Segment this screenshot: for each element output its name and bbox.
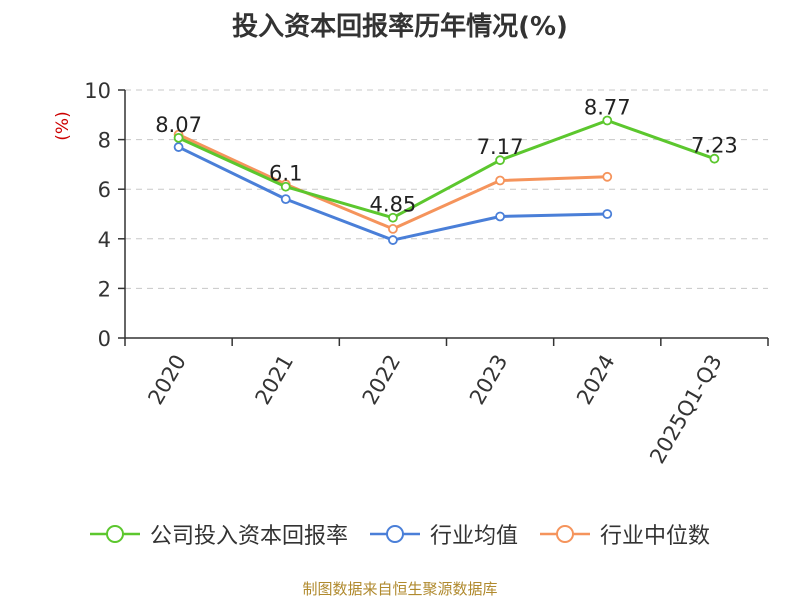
data-point [602,115,613,126]
series-line-0 [177,119,715,220]
legend-marker [105,525,124,543]
x-tick-label: 2022 [358,351,406,409]
legend-swatch-company [89,525,140,543]
x-tick-label: 2020 [143,351,191,409]
data-point [280,181,291,192]
data-point [173,142,184,152]
legend-label-industry-median: 行业中位数 [600,524,711,549]
data-label: 8.77 [584,96,631,120]
axes [118,89,769,346]
data-point [388,212,398,223]
legend-item-company[interactable]: 公司投入资本回报率 [89,518,348,550]
data-label: 6.1 [269,162,302,186]
data-label: 7.23 [691,134,738,158]
y-tick-label: 0 [98,327,111,351]
data-point [388,235,398,245]
data-point [173,132,184,143]
legend-marker [556,525,574,543]
data-point [602,209,613,219]
data-label: 8.07 [155,113,202,137]
legend-label-company: 公司投入资本回报率 [149,524,348,549]
x-tick-label: 2023 [465,351,513,409]
y-tick-label: 8 [98,129,111,153]
legend-marker [385,525,404,543]
y-tick-labels: 0 2 4 6 8 10 [84,79,111,351]
data-point [495,155,505,166]
y-axis-label: (%) [53,111,73,140]
y-tick-label: 4 [98,228,111,252]
data-point [602,171,613,182]
y-tick-label: 2 [98,277,111,301]
x-tick-label: 2025Q1-Q3 [645,351,727,468]
data-label: 7.17 [477,135,524,159]
legend-label-industry-avg: 行业均值 [429,524,518,549]
x-tick-labels: 2020 2021 2022 2023 2024 2025Q1-Q3 [143,351,726,468]
legend-item-industry-median[interactable]: 行业中位数 [540,518,710,550]
line-chart: 0 2 4 6 8 10 2020 2021 2022 2023 2024 2025Q1-Q3 (%… [53,79,769,468]
data-point [388,223,398,234]
data-point [495,211,505,222]
chart-title: 投入资本回报率历年情况(%) [232,12,568,42]
legend-item-industry-avg[interactable]: 行业均值 [369,518,518,550]
data-point [495,175,505,186]
data-source-note: 制图数据来自恒生聚源数据库 [302,580,498,598]
y-tick-label: 10 [84,79,111,103]
legend-swatch-industry-avg [369,525,420,543]
data-point [280,194,291,205]
x-tick-label: 2021 [251,351,299,409]
data-point [709,153,720,164]
series-group [173,115,720,245]
x-tick-label: 2024 [572,351,620,409]
y-tick-label: 6 [98,178,111,202]
data-label: 4.85 [370,193,417,217]
legend-swatch-industry-median [540,525,590,543]
legend: 公司投入资本回报率 行业均值 行业中位数 [0,518,800,550]
data-labels: 8.07 6.1 4.85 7.17 8.77 7.23 [155,96,738,217]
